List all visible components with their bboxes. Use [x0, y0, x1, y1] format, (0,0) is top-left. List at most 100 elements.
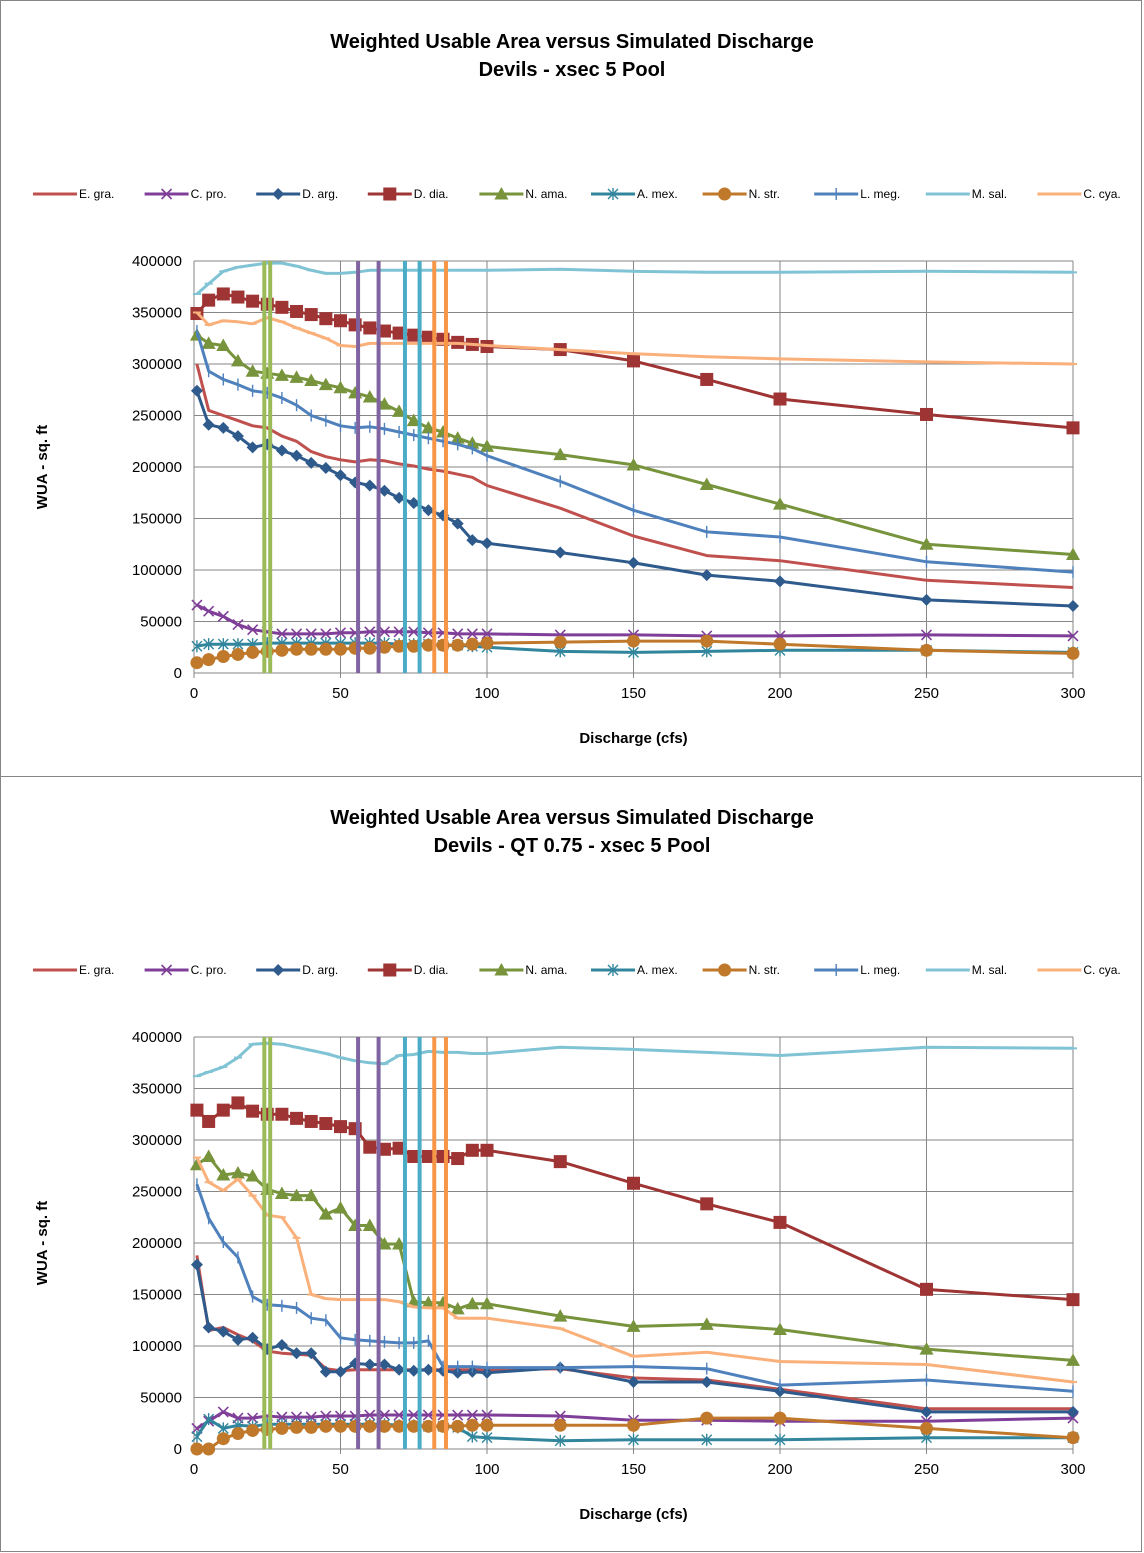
data-point	[554, 546, 567, 559]
data-point	[217, 1325, 230, 1338]
data-point	[554, 1410, 566, 1422]
data-point	[554, 1434, 566, 1447]
legend-label: C. pro.	[191, 963, 227, 977]
legend-swatch-marker	[718, 963, 732, 977]
data-point	[699, 477, 714, 491]
data-point	[275, 300, 289, 314]
data-point	[407, 639, 421, 653]
legend-swatch-marker	[383, 963, 397, 977]
series-line	[195, 390, 1074, 608]
data-point	[202, 653, 216, 667]
data-point	[393, 1409, 405, 1421]
data-point	[774, 575, 786, 588]
series-l-meg	[195, 325, 1074, 579]
data-point	[451, 1419, 465, 1433]
data-point	[466, 1409, 478, 1421]
data-point	[773, 497, 787, 510]
data-point	[203, 1413, 215, 1426]
data-point	[920, 1405, 933, 1418]
data-point	[480, 1143, 494, 1157]
data-point	[700, 569, 713, 582]
data-point	[408, 626, 420, 638]
data-point	[305, 456, 318, 469]
data-point	[334, 1419, 347, 1433]
data-point	[773, 1215, 787, 1229]
legend-swatch-marker	[718, 187, 732, 201]
data-point	[377, 1419, 391, 1433]
legend-swatch-marker	[607, 964, 619, 976]
legend-swatch-marker	[383, 187, 397, 201]
data-point	[216, 1168, 231, 1181]
x-tick-label: 200	[767, 685, 792, 702]
data-point	[201, 1149, 216, 1162]
data-point	[393, 1363, 406, 1376]
data-point	[190, 1258, 203, 1271]
data-point	[392, 1141, 406, 1155]
data-point	[481, 537, 493, 550]
data-point	[203, 605, 215, 617]
data-point	[465, 1143, 479, 1157]
data-point	[246, 441, 259, 454]
y-tick-label: 50000	[140, 1390, 182, 1407]
data-point	[246, 645, 260, 659]
data-point	[333, 1200, 348, 1214]
data-point	[190, 1442, 204, 1456]
data-point	[773, 1411, 787, 1425]
legend-swatch-marker	[272, 188, 285, 200]
data-point	[480, 1296, 494, 1310]
legend-label: A. mex.	[637, 187, 678, 201]
series-e-gra	[195, 363, 1074, 589]
data-point	[190, 1103, 204, 1117]
data-point	[407, 328, 421, 342]
data-point	[304, 1420, 318, 1434]
data-point	[920, 1421, 933, 1435]
data-point	[700, 1411, 714, 1425]
data-point	[246, 1423, 260, 1437]
data-point	[304, 642, 318, 656]
y-axis-title: WUA - sq. ft	[34, 1201, 51, 1285]
series-d-dia	[190, 1096, 1080, 1307]
data-point	[363, 321, 377, 335]
data-point	[231, 430, 244, 443]
data-point	[318, 1207, 333, 1220]
legend-label: L. meg.	[860, 963, 900, 977]
data-point	[304, 373, 319, 386]
data-point	[627, 1376, 640, 1389]
legend-item-d-arg: D. arg.	[256, 963, 338, 977]
legend-item-d-dia: D. dia.	[367, 187, 448, 201]
data-point	[363, 641, 377, 655]
data-point	[465, 637, 479, 651]
legend-label: N. str.	[749, 963, 780, 977]
data-point	[202, 418, 215, 431]
data-point	[319, 1117, 333, 1131]
legend-label: C. pro.	[191, 187, 227, 201]
data-point	[626, 457, 641, 471]
x-tick-label: 150	[621, 1461, 646, 1478]
data-point	[1067, 630, 1079, 642]
data-point	[407, 497, 420, 510]
data-point	[920, 407, 933, 421]
data-point	[275, 1338, 288, 1351]
data-point	[290, 1347, 303, 1360]
data-point	[700, 1376, 713, 1389]
data-point	[305, 1347, 318, 1360]
data-point	[421, 1295, 436, 1309]
chart-series-group	[189, 1041, 1080, 1456]
data-point	[377, 1237, 392, 1250]
legend-item-n-ama: N. ama.	[479, 963, 567, 977]
legend-swatch-marker	[494, 963, 509, 976]
legend-label: M. sal.	[972, 963, 1007, 977]
data-point	[450, 1301, 465, 1315]
data-point	[320, 1410, 332, 1422]
data-point	[392, 639, 406, 653]
y-tick-label: 250000	[132, 1184, 182, 1201]
legend-item-e-gra: E. gra.	[33, 187, 114, 201]
data-point	[191, 1430, 203, 1443]
data-point	[304, 1188, 319, 1202]
data-point	[627, 354, 640, 368]
data-point	[362, 1218, 377, 1231]
chart-svg-top: Weighted Usable Area versus Simulated Di…	[33, 31, 1121, 747]
legend-swatch-marker	[272, 964, 285, 976]
data-point	[363, 1419, 377, 1433]
data-point	[191, 640, 203, 653]
